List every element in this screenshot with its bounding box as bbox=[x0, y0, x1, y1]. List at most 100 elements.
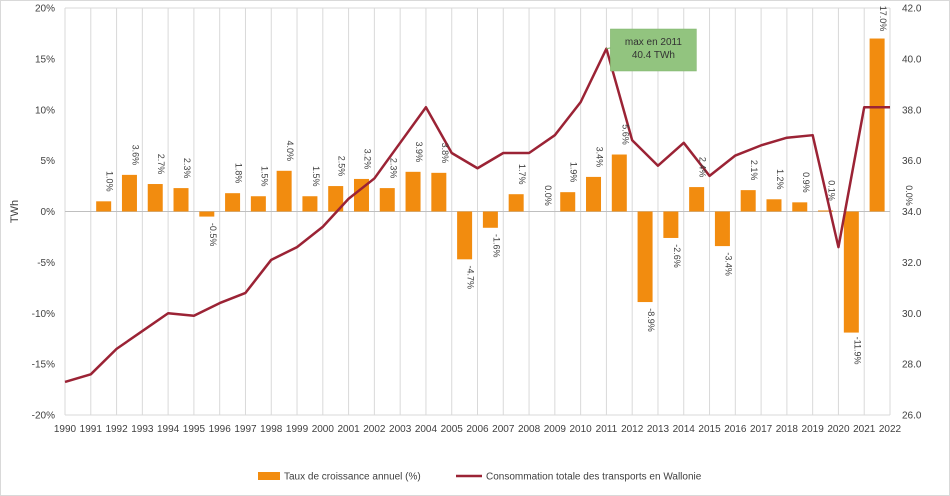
y-right-tick-label: 40.0 bbox=[902, 54, 922, 65]
bar bbox=[689, 187, 705, 212]
data-label: 1.7% bbox=[517, 164, 527, 185]
bar bbox=[637, 211, 653, 303]
y-right-tick-label: 36.0 bbox=[902, 156, 922, 167]
bar bbox=[431, 172, 447, 212]
y-right-tick-label: 34.0 bbox=[902, 207, 922, 218]
bar bbox=[740, 190, 756, 212]
data-label: 1.5% bbox=[259, 166, 269, 187]
x-tick-label: 1998 bbox=[260, 424, 283, 435]
bar bbox=[792, 202, 808, 212]
data-label: 1.5% bbox=[311, 166, 321, 187]
x-tick-label: 2019 bbox=[802, 424, 825, 435]
data-label: -11.9% bbox=[852, 337, 862, 365]
bar bbox=[611, 154, 627, 212]
data-label: 2.7% bbox=[156, 154, 166, 175]
legend-swatch-bar bbox=[258, 472, 280, 480]
y-axis-title: TWh bbox=[9, 200, 21, 223]
x-tick-label: 2009 bbox=[544, 424, 567, 435]
y-left-tick-label: -10% bbox=[32, 309, 55, 320]
bar bbox=[276, 170, 292, 212]
bar bbox=[482, 211, 498, 228]
x-tick-label: 1995 bbox=[183, 424, 206, 435]
y-left-tick-label: 15% bbox=[35, 54, 55, 65]
data-label: 2.3% bbox=[388, 158, 398, 179]
x-tick-label: 1997 bbox=[234, 424, 257, 435]
bar-series bbox=[96, 38, 911, 333]
y-left-tick-label: 5% bbox=[41, 156, 56, 167]
data-label: -8.9% bbox=[646, 308, 656, 332]
bar bbox=[250, 196, 266, 212]
bar bbox=[121, 174, 137, 212]
data-label: 3.4% bbox=[595, 147, 605, 168]
x-tick-label: 2000 bbox=[312, 424, 335, 435]
bar bbox=[147, 184, 163, 212]
data-label: 3.6% bbox=[130, 145, 140, 166]
legend: Taux de croissance annuel (%) Consommatio… bbox=[258, 472, 702, 483]
x-tick-label: 1999 bbox=[286, 424, 309, 435]
data-label: 17.0% bbox=[878, 6, 888, 32]
x-tick-label: 1991 bbox=[80, 424, 103, 435]
data-label: 0.0% bbox=[904, 185, 914, 206]
data-label: 2.1% bbox=[749, 160, 759, 181]
bar bbox=[328, 186, 344, 212]
bar bbox=[225, 193, 241, 212]
x-tick-label: 2013 bbox=[647, 424, 670, 435]
x-tick-label: 2003 bbox=[389, 424, 412, 435]
bar bbox=[405, 171, 421, 212]
annotation-text: 40.4 TWh bbox=[632, 50, 675, 61]
data-label: -3.4% bbox=[723, 252, 733, 276]
y-right-tick-label: 26.0 bbox=[902, 411, 922, 422]
x-tick-label: 2017 bbox=[750, 424, 773, 435]
x-tick-label: 2021 bbox=[853, 424, 876, 435]
y-left-tick-label: -15% bbox=[32, 360, 55, 371]
data-label: 1.8% bbox=[234, 163, 244, 184]
data-label: 3.9% bbox=[414, 142, 424, 163]
legend-label-line: Consommation totale des transports en Wa… bbox=[486, 472, 702, 483]
data-label: 5.6% bbox=[620, 124, 630, 145]
axes: -20% -15% -10% -5% 0% 5% 10% 15% 20% 26.0 28.0 30.0… bbox=[9, 4, 922, 436]
y-left-tick-label: -20% bbox=[32, 411, 55, 422]
x-tick-label: 2018 bbox=[776, 424, 799, 435]
x-tick-label: 2007 bbox=[492, 424, 515, 435]
annotation: max en 2011 40.4 TWh bbox=[606, 28, 697, 72]
bar bbox=[714, 211, 730, 247]
x-tick-label: 2006 bbox=[466, 424, 489, 435]
x-tick-label: 1992 bbox=[105, 424, 128, 435]
bar bbox=[869, 38, 885, 212]
bar bbox=[379, 188, 395, 212]
bar bbox=[508, 194, 524, 212]
data-label: -1.6% bbox=[491, 234, 501, 258]
y-right-tick-label: 32.0 bbox=[902, 258, 922, 269]
y-right-tick-label: 38.0 bbox=[902, 105, 922, 116]
bar bbox=[843, 211, 859, 333]
x-tick-label: 2004 bbox=[415, 424, 438, 435]
y-right-tick-label: 30.0 bbox=[902, 309, 922, 320]
x-tick-label: 1990 bbox=[54, 424, 77, 435]
annotation-leader bbox=[606, 47, 611, 50]
annotation-text: max en 2011 bbox=[625, 37, 683, 48]
annotation-box bbox=[610, 28, 697, 72]
x-tick-label: 2015 bbox=[698, 424, 721, 435]
data-labels: 1.0% 3.6% 2.7% 2.3% -0.5% 1.8% 1.5% 4.0% 1.5% 2.5… bbox=[105, 6, 914, 365]
data-label: 3.2% bbox=[362, 149, 372, 170]
series-line bbox=[64, 47, 890, 384]
bar bbox=[818, 210, 834, 212]
x-tick-label: 1996 bbox=[209, 424, 232, 435]
bar bbox=[663, 211, 679, 238]
x-tick-label: 1994 bbox=[157, 424, 180, 435]
data-label: 0.1% bbox=[827, 180, 837, 201]
data-label: 0.0% bbox=[543, 185, 553, 206]
data-label: -4.7% bbox=[466, 266, 476, 290]
data-label: -2.6% bbox=[672, 244, 682, 268]
x-tick-label: 2002 bbox=[363, 424, 386, 435]
data-label: 1.0% bbox=[105, 171, 115, 192]
y-left-tick-label: 20% bbox=[35, 4, 55, 15]
bar bbox=[560, 192, 576, 212]
y-right-tick-label: 42.0 bbox=[902, 4, 922, 15]
x-tick-label: 2005 bbox=[441, 424, 464, 435]
grid-layer bbox=[64, 7, 891, 416]
x-tick-label: 2008 bbox=[518, 424, 541, 435]
x-tick-label: 2011 bbox=[596, 424, 618, 435]
